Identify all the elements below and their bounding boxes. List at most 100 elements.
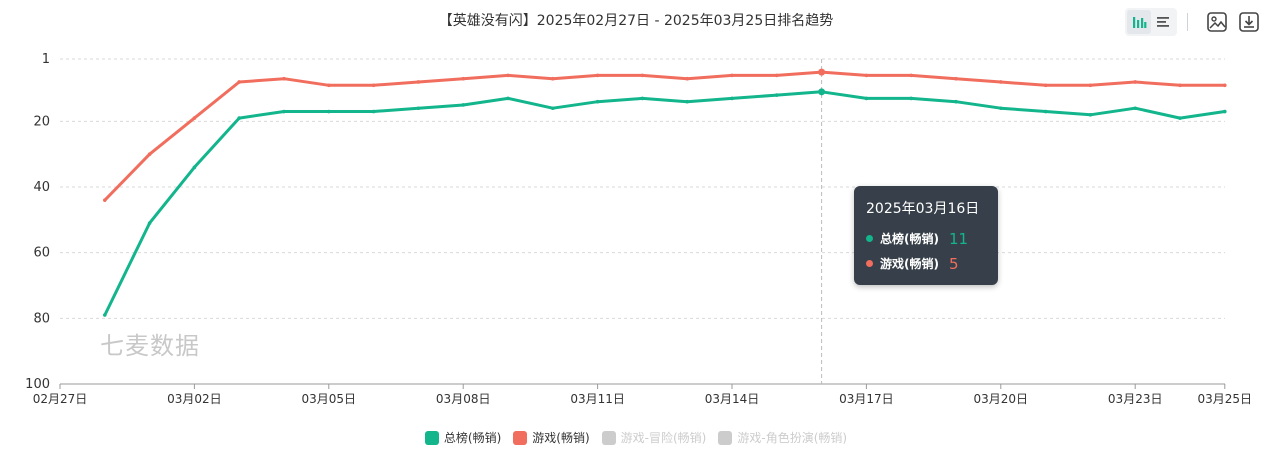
data-point	[640, 96, 645, 101]
data-point	[416, 106, 421, 111]
x-tick-label: 03月17日	[839, 392, 894, 406]
data-point	[506, 96, 510, 101]
tooltip-date: 2025年03月16日	[866, 201, 980, 217]
y-tick-label: 80	[33, 311, 50, 326]
data-point	[1088, 83, 1093, 88]
x-tick-label: 03月14日	[705, 392, 760, 406]
data-point	[1043, 109, 1048, 114]
toolbar-separator	[1187, 13, 1188, 31]
data-point	[1178, 83, 1182, 88]
tooltip-series-name: 总榜(畅销)	[880, 232, 939, 246]
data-point	[954, 99, 958, 104]
data-point	[371, 109, 376, 114]
y-tick-label: 100	[25, 377, 50, 392]
chart-type-switch	[1125, 8, 1177, 36]
y-tick-label: 40	[33, 180, 50, 195]
y-tick-label: 1	[42, 52, 50, 67]
legend-label: 总榜(畅销)	[443, 431, 502, 445]
data-point	[864, 73, 869, 78]
x-tick-label: 03月25日	[1198, 392, 1253, 406]
data-point	[551, 76, 555, 81]
data-point	[909, 73, 913, 78]
legend-swatch	[601, 430, 616, 445]
data-point	[999, 80, 1003, 84]
y-tick-label: 60	[33, 246, 50, 261]
data-point	[192, 116, 197, 120]
x-tick-label: 02月27日	[33, 392, 88, 406]
image-download-icon[interactable]	[1204, 9, 1230, 35]
data-point	[237, 116, 241, 120]
data-point	[192, 165, 197, 170]
data-point	[327, 83, 331, 88]
data-point	[461, 76, 466, 81]
list-icon[interactable]	[1151, 10, 1175, 34]
tooltip-row: 总榜(畅销) 11	[866, 226, 986, 251]
download-icon[interactable]	[1236, 9, 1262, 35]
data-point	[640, 73, 645, 78]
data-point	[1223, 109, 1227, 114]
data-point	[818, 88, 826, 96]
series-line-overall	[103, 90, 1226, 316]
legend-swatch	[513, 430, 528, 445]
chart-legend: 总榜(畅销) 游戏(畅销) 游戏-冒险(畅销) 游戏-角色扮演(畅销)	[0, 429, 1272, 446]
data-point	[595, 73, 600, 78]
legend-swatch	[424, 430, 439, 445]
data-point	[327, 109, 331, 114]
tooltip-series-name: 游戏(畅销)	[880, 257, 939, 271]
series-line-games	[103, 70, 1225, 202]
data-point	[1043, 83, 1048, 88]
data-point	[954, 76, 958, 81]
data-point	[685, 99, 689, 104]
data-tooltip: 2025年03月16日 总榜(畅销) 11 游戏(畅销) 5	[854, 186, 998, 285]
data-point	[685, 76, 689, 81]
legend-label: 游戏(畅销)	[532, 431, 590, 445]
x-tick-label: 03月02日	[167, 392, 222, 406]
data-point	[818, 68, 826, 76]
data-point	[999, 106, 1003, 111]
tooltip-dot	[866, 260, 873, 267]
x-tick-label: 03月11日	[570, 392, 625, 406]
data-point	[147, 221, 152, 225]
y-tick-label: 20	[33, 114, 50, 129]
legend-label: 游戏-角色扮演(畅销)	[737, 431, 848, 445]
chart-title: 【英雄没有闪】2025年02月27日 - 2025年03月25日排名趋势	[438, 13, 834, 29]
legend-swatch	[718, 430, 733, 445]
data-point	[506, 73, 510, 78]
bar-chart-icon[interactable]	[1127, 10, 1151, 34]
watermark: 七麦数据	[100, 332, 200, 360]
data-point	[1178, 116, 1182, 120]
data-point	[1133, 80, 1137, 84]
tooltip-series-value: 5	[948, 254, 959, 273]
legend-label: 游戏-冒险(畅销)	[620, 431, 707, 445]
data-point	[237, 80, 241, 84]
x-tick-label: 03月23日	[1108, 392, 1163, 406]
data-point	[775, 93, 779, 97]
data-point	[282, 76, 286, 81]
data-point	[282, 109, 286, 114]
data-point	[371, 83, 376, 88]
tooltip-row: 游戏(畅销) 5	[866, 251, 986, 276]
data-point	[1088, 113, 1093, 117]
data-point	[103, 313, 107, 317]
x-tick-label: 03月08日	[436, 392, 491, 406]
data-point	[1133, 106, 1137, 111]
x-tick-label: 03月05日	[302, 392, 357, 406]
data-point	[909, 96, 913, 101]
legend-item-rpg[interactable]: 游戏-角色扮演(畅销)	[718, 429, 847, 446]
data-point	[595, 99, 600, 104]
legend-item-overall[interactable]: 总榜(畅销)	[424, 429, 502, 446]
data-point	[730, 73, 734, 78]
chart-toolbar	[1125, 8, 1262, 36]
legend-item-adventure[interactable]: 游戏-冒险(畅销)	[601, 429, 707, 446]
tooltip-dot	[866, 235, 873, 242]
data-point	[730, 96, 734, 101]
data-point	[864, 96, 869, 101]
data-point	[147, 152, 152, 157]
data-point	[103, 198, 107, 202]
data-point	[416, 80, 421, 84]
legend-item-games[interactable]: 游戏(畅销)	[513, 429, 590, 446]
data-point	[775, 73, 779, 78]
data-point	[461, 103, 466, 107]
data-point	[551, 106, 555, 111]
